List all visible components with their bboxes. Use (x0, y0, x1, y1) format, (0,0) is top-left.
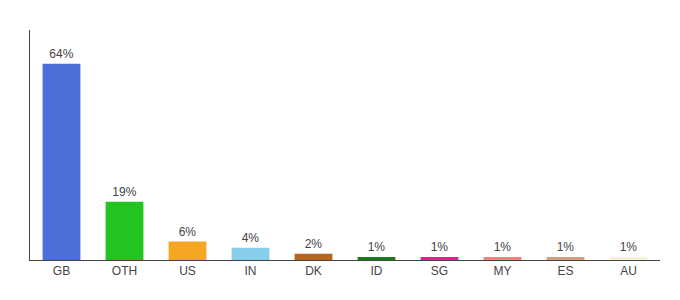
svg-text:4%: 4% (242, 231, 260, 245)
svg-text:19%: 19% (112, 185, 136, 199)
svg-text:US: US (179, 264, 196, 278)
svg-text:OTH: OTH (112, 264, 137, 278)
svg-text:1%: 1% (431, 240, 449, 254)
svg-text:MY: MY (494, 264, 512, 278)
svg-text:GB: GB (53, 264, 70, 278)
svg-text:6%: 6% (179, 225, 197, 239)
svg-text:DK: DK (305, 264, 322, 278)
svg-text:64%: 64% (49, 47, 73, 61)
svg-text:1%: 1% (494, 240, 512, 254)
svg-text:1%: 1% (620, 240, 638, 254)
svg-text:2%: 2% (305, 237, 323, 251)
svg-text:AU: AU (620, 264, 637, 278)
svg-text:1%: 1% (557, 240, 575, 254)
svg-text:ES: ES (557, 264, 573, 278)
svg-text:1%: 1% (368, 240, 386, 254)
svg-text:ID: ID (371, 264, 383, 278)
svg-text:IN: IN (245, 264, 257, 278)
svg-text:SG: SG (431, 264, 448, 278)
